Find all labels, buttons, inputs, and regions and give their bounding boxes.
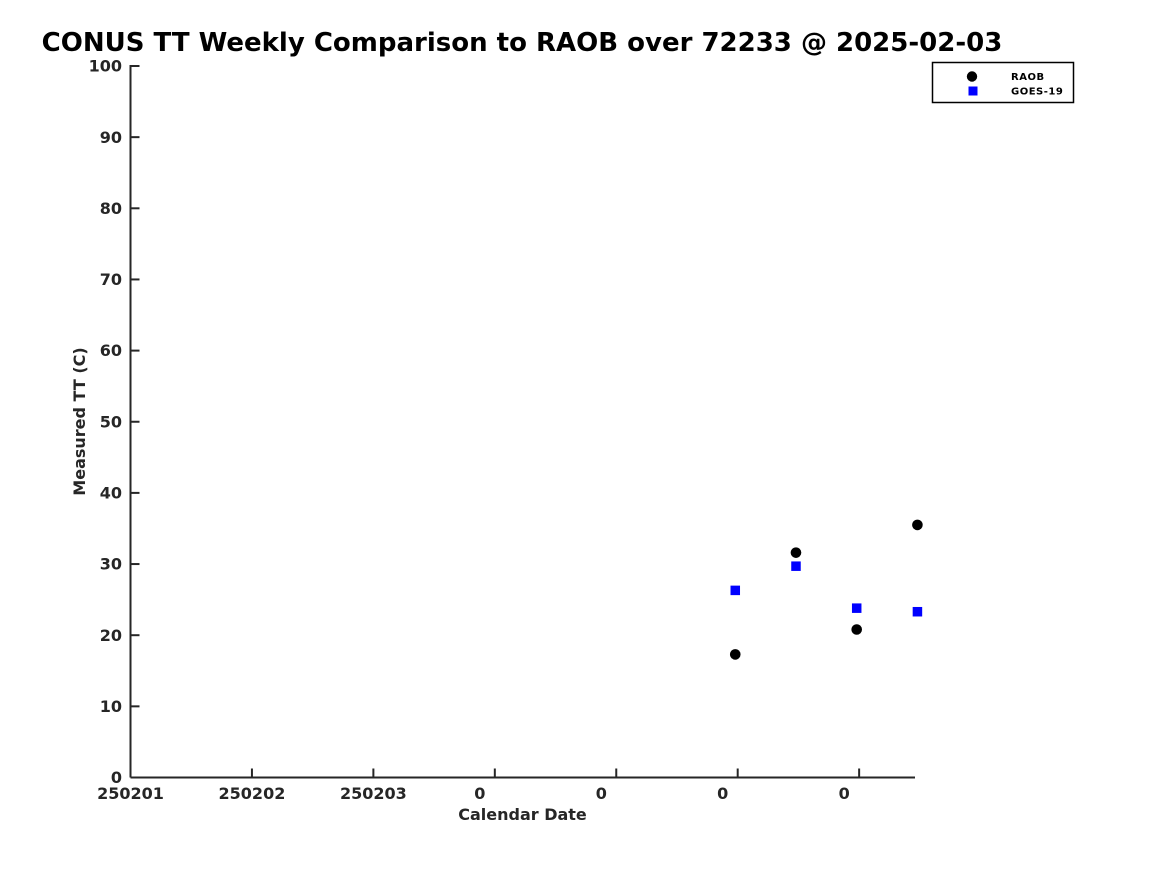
- y-tick-label: 40: [100, 484, 122, 503]
- x-tick-label: 250201: [97, 784, 164, 803]
- data-point-raob: [729, 649, 741, 660]
- data-point-raob: [912, 519, 923, 531]
- legend: RAOB GOES-19: [931, 61, 1075, 104]
- chart-title: CONUS TT Weekly Comparison to RAOB over …: [41, 28, 1003, 58]
- legend-label-goes-19: GOES-19: [1011, 87, 1063, 98]
- data-point-goes-19: [851, 603, 862, 613]
- y-tick-label: 90: [100, 128, 122, 147]
- data-point-goes-19: [912, 606, 923, 617]
- data-point-raob: [851, 624, 863, 635]
- y-tick-label: 0: [111, 768, 122, 787]
- raob-marker-icon: [966, 71, 978, 82]
- y-tick-label: 100: [89, 57, 122, 76]
- legend-label-raob: RAOB: [1011, 72, 1045, 83]
- legend-box: [931, 61, 1075, 104]
- x-tick-label: 0: [717, 784, 728, 803]
- y-tick-label: 80: [100, 199, 122, 218]
- axes-layer: 250201 250202 250203 0 0 0 0 0 10 20 30 40 50 60 70 80 9…: [89, 57, 915, 803]
- x-tick-label: 0: [839, 784, 850, 803]
- y-tick-label: 30: [100, 555, 122, 574]
- data-point-goes-19: [730, 585, 741, 596]
- x-tick-label: 0: [596, 784, 607, 803]
- y-tick-label: 70: [100, 270, 122, 289]
- goes-19-marker-icon: [968, 86, 978, 96]
- data-point-raob: [790, 547, 802, 558]
- y-tick-label: 10: [100, 697, 122, 716]
- data-point-goes-19: [791, 561, 801, 571]
- x-tick-label: 250203: [340, 784, 407, 803]
- x-tick-label: 0: [474, 784, 485, 803]
- x-axis-label: Calendar Date: [458, 805, 587, 824]
- x-tick-label: 250202: [219, 784, 286, 803]
- y-tick-label: 20: [100, 626, 122, 645]
- points-layer: [729, 519, 923, 660]
- y-tick-label: 50: [100, 412, 122, 431]
- y-axis-label: Measured TT (C): [70, 347, 89, 495]
- y-tick-label: 60: [100, 341, 122, 360]
